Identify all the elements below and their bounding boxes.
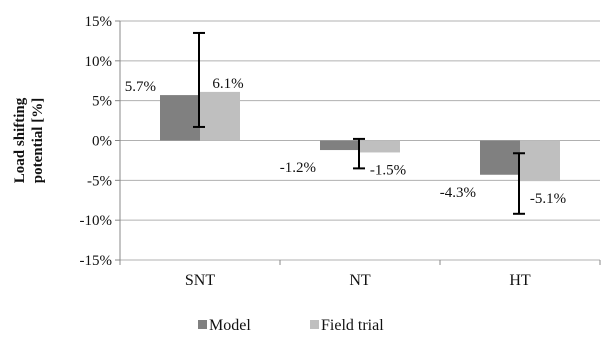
bar-field-trial <box>520 140 560 182</box>
bars <box>160 91 560 182</box>
y-tick-label: 15% <box>85 14 113 30</box>
data-label: -4.3% <box>440 185 476 201</box>
y-tick-label: 0% <box>92 134 112 150</box>
error-bars <box>193 31 525 215</box>
x-category-label: SNT <box>185 272 215 289</box>
legend-label: Model <box>209 317 251 334</box>
data-labels: 5.7% 6.1% -1.2% -1.5% -4.3% -5.1% <box>125 76 566 207</box>
y-tick-label: 5% <box>92 94 112 110</box>
data-label: -5.1% <box>530 191 566 207</box>
bar-field-trial <box>360 140 400 153</box>
axes: -15% -10% -5% 0% 5% 10% 15% SNT NT HT <box>80 14 601 289</box>
y-axis-title-line-2: potential [%] <box>30 98 46 183</box>
legend-label: Field trial <box>321 317 384 334</box>
y-tick-label: -5% <box>87 173 112 189</box>
y-axis-title-line-1: Load shifting <box>12 97 28 183</box>
y-tick-label: -10% <box>80 213 113 229</box>
x-category-label: NT <box>349 272 371 289</box>
bar-field-trial <box>200 91 240 141</box>
data-label: 5.7% <box>125 79 156 95</box>
x-category-label: HT <box>509 272 531 289</box>
data-label: -1.5% <box>370 162 406 178</box>
legend-swatch <box>310 320 319 329</box>
bar-model <box>320 140 360 151</box>
y-tick-label: -15% <box>80 253 113 269</box>
data-label: 6.1% <box>212 76 243 92</box>
bar-model <box>160 95 200 141</box>
data-label: -1.2% <box>280 160 316 176</box>
legend: Model Field trial <box>198 317 384 334</box>
y-tick-label: 10% <box>85 54 113 70</box>
legend-swatch <box>198 320 207 329</box>
bar-model <box>480 140 520 175</box>
